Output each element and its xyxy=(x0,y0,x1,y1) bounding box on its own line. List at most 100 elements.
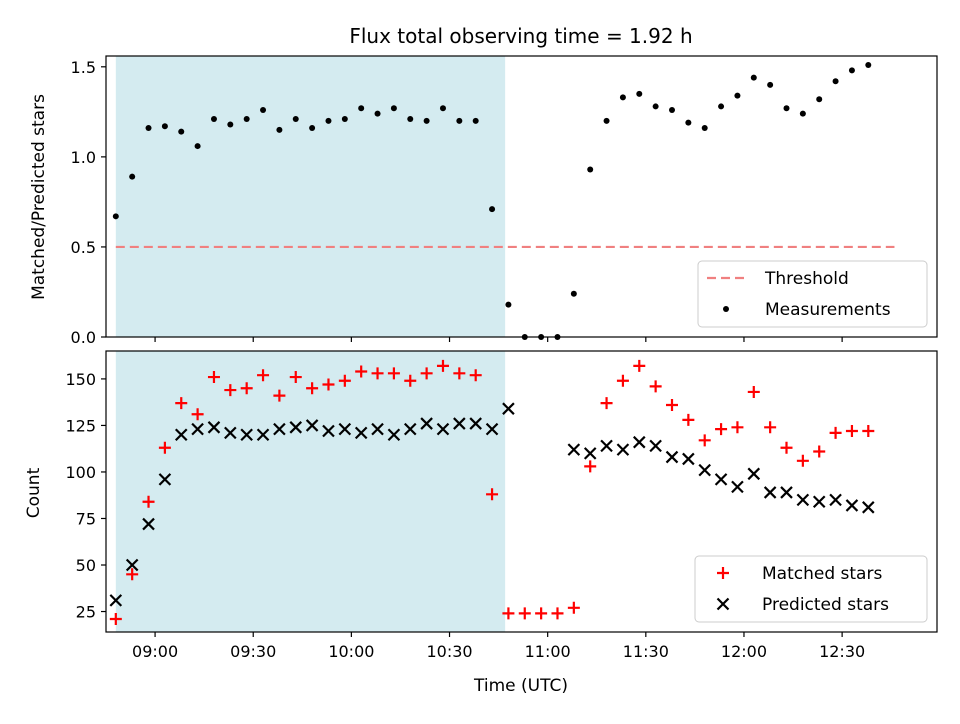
top-panel: Matched/Predicted stars 0.0 0.5 1.0 1.5 Thre… xyxy=(29,55,938,347)
data-point xyxy=(780,441,793,454)
data-point xyxy=(731,421,744,434)
data-point xyxy=(243,116,250,123)
data-point xyxy=(325,117,332,124)
data-point xyxy=(256,428,270,442)
data-point xyxy=(289,421,303,434)
shaded-region xyxy=(115,56,506,337)
y-tick-label: 75 xyxy=(76,509,96,528)
data-point xyxy=(665,450,679,464)
data-point xyxy=(387,367,400,380)
data-point xyxy=(194,143,201,150)
data-point xyxy=(289,371,302,384)
data-point xyxy=(338,422,352,436)
data-point xyxy=(338,374,351,387)
data-point xyxy=(845,425,858,438)
data-point xyxy=(109,594,123,607)
data-point xyxy=(387,428,401,442)
data-point xyxy=(715,423,728,436)
data-point xyxy=(731,480,744,494)
top-y-axis-label: Matched/Predicted stars xyxy=(29,94,49,300)
x-tick-label: 09:30 xyxy=(230,642,276,661)
data-point xyxy=(456,117,463,124)
legend-label: Threshold xyxy=(764,269,849,289)
data-point xyxy=(502,607,515,620)
data-point xyxy=(865,62,872,69)
data-point xyxy=(698,434,711,447)
data-point xyxy=(829,493,842,507)
data-point xyxy=(862,425,875,438)
data-point xyxy=(698,463,711,477)
data-point xyxy=(109,612,122,625)
y-tick-label: 1.5 xyxy=(71,58,96,77)
data-point xyxy=(142,495,155,508)
data-point xyxy=(567,443,581,456)
data-point xyxy=(273,422,286,436)
data-point xyxy=(371,367,384,380)
data-point xyxy=(584,460,597,473)
data-point xyxy=(682,452,695,466)
data-point xyxy=(390,105,397,112)
legend-label: Measurements xyxy=(765,300,891,320)
y-tick-label: 50 xyxy=(76,556,96,575)
data-point xyxy=(305,419,319,432)
data-point xyxy=(178,128,185,135)
data-point xyxy=(600,439,613,453)
data-point xyxy=(747,385,760,398)
x-tick-label: 12:00 xyxy=(721,642,767,661)
data-point xyxy=(518,607,531,620)
data-point xyxy=(355,365,368,378)
data-point xyxy=(587,166,594,173)
x-tick-label: 11:00 xyxy=(525,642,571,661)
data-point xyxy=(600,397,613,410)
data-point xyxy=(207,421,221,434)
data-point xyxy=(796,454,809,467)
data-point xyxy=(374,110,381,117)
data-point xyxy=(763,486,777,499)
data-point xyxy=(158,441,171,454)
data-point xyxy=(257,369,270,382)
data-point xyxy=(685,119,692,126)
data-point xyxy=(583,447,597,460)
data-point xyxy=(714,473,728,486)
data-point xyxy=(207,371,220,384)
bottom-y-axis-label: Count xyxy=(24,467,44,518)
series-0 xyxy=(112,62,872,340)
series-1 xyxy=(109,402,875,607)
data-point xyxy=(567,601,580,614)
data-point xyxy=(341,116,348,123)
data-point xyxy=(616,443,630,456)
data-point xyxy=(191,408,204,421)
data-point xyxy=(633,435,646,449)
data-point xyxy=(273,389,286,402)
data-point xyxy=(636,90,643,97)
data-point xyxy=(665,398,678,411)
data-point xyxy=(845,499,859,512)
data-point xyxy=(292,116,299,123)
data-point xyxy=(649,439,662,453)
data-point xyxy=(260,107,267,114)
y-tick-label: 150 xyxy=(65,370,96,389)
data-point xyxy=(799,110,806,117)
data-point xyxy=(505,301,512,308)
y-tick-label: 0.0 xyxy=(71,328,96,347)
data-point xyxy=(813,445,826,458)
data-point xyxy=(436,422,450,436)
data-point xyxy=(603,117,610,124)
legend-label: Matched stars xyxy=(762,564,882,584)
data-point xyxy=(682,413,695,426)
data-point xyxy=(535,607,548,620)
chart-title: Flux total observing time = 1.92 h xyxy=(349,24,692,48)
data-point xyxy=(354,426,368,440)
data-point xyxy=(767,81,774,88)
data-point xyxy=(764,421,777,434)
data-point xyxy=(322,424,335,438)
data-point xyxy=(734,92,741,99)
data-point xyxy=(551,607,564,620)
data-point xyxy=(816,96,823,103)
data-point xyxy=(420,417,433,430)
data-point xyxy=(436,359,449,372)
data-point xyxy=(142,517,155,531)
legend-box xyxy=(694,555,928,623)
data-point xyxy=(158,473,172,486)
data-point xyxy=(276,126,283,133)
